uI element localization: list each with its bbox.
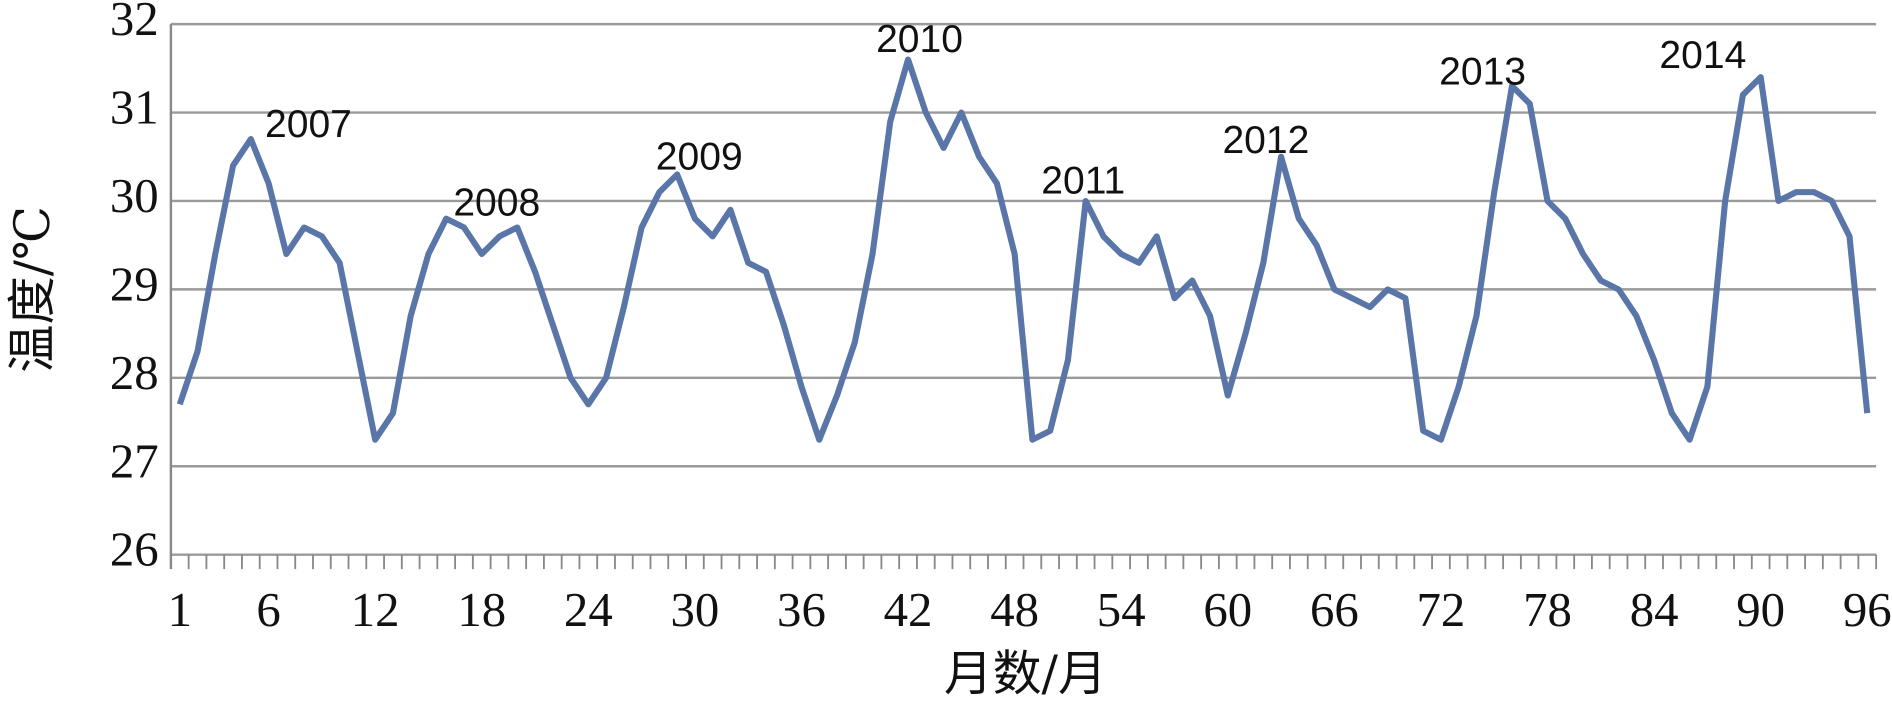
y-tick-label: 31 (110, 82, 159, 135)
x-tick-label: 12 (351, 584, 400, 637)
annotation: 2010 (876, 18, 963, 61)
annotation: 2007 (265, 103, 352, 146)
x-tick-label: 96 (1843, 584, 1892, 637)
x-tick-label: 1 (168, 584, 192, 637)
annotation: 2012 (1222, 119, 1309, 162)
x-tick-label: 24 (564, 584, 613, 637)
data-line (176, 56, 1871, 443)
x-tick-label: 6 (256, 584, 280, 637)
annotation: 2011 (1041, 160, 1125, 203)
x-tick-label: 78 (1523, 584, 1572, 637)
x-tick-label: 90 (1736, 584, 1785, 637)
x-tick-label: 42 (884, 584, 933, 637)
y-tick-label: 30 (110, 170, 159, 223)
y-tick-label: 29 (110, 259, 159, 312)
x-tick-label: 84 (1630, 584, 1679, 637)
x-tick-label: 30 (670, 584, 719, 637)
x-tick-label: 54 (1097, 584, 1146, 637)
y-tick-label: 26 (110, 524, 159, 577)
y-tick-label: 28 (110, 347, 159, 400)
annotation: 2008 (453, 182, 540, 225)
x-tick-label: 60 (1203, 584, 1252, 637)
y-tick-label: 27 (110, 436, 159, 489)
y-axis-title: 温度/℃ (5, 206, 61, 373)
x-tick-label: 66 (1310, 584, 1359, 637)
y-tick-label: 32 (110, 0, 159, 46)
x-tick-label: 36 (777, 584, 826, 637)
annotation: 2009 (656, 136, 743, 179)
x-tick-label: 48 (990, 584, 1039, 637)
x-tick-label: 72 (1417, 584, 1466, 637)
annotation: 2014 (1659, 34, 1746, 77)
x-axis-title: 月数/月 (944, 646, 1107, 702)
annotation: 2013 (1439, 51, 1526, 94)
x-tick-label: 18 (457, 584, 506, 637)
